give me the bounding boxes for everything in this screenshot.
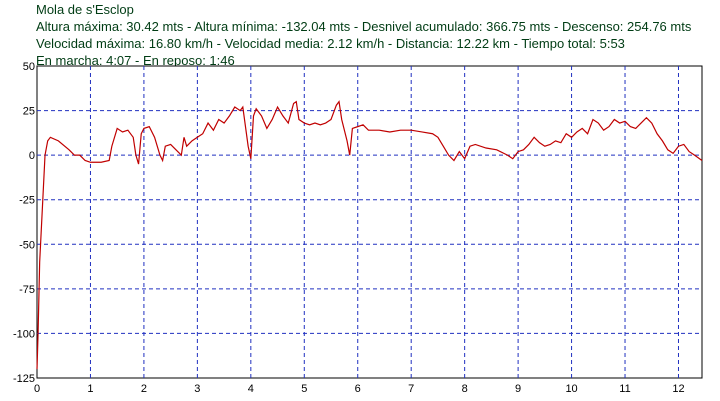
stats-line: Velocidad máxima: 16.80 km/h - Velocidad… xyxy=(36,36,625,51)
y-tick-label: -75 xyxy=(19,284,35,296)
stats-line: En marcha: 4:07 - En reposo: 1:46 xyxy=(36,53,235,68)
elevation-line xyxy=(36,100,703,370)
x-tick-label: 5 xyxy=(301,383,307,395)
y-tick-label: -25 xyxy=(19,195,35,207)
plot-area xyxy=(36,65,703,379)
y-tick-label: 50 xyxy=(23,61,35,73)
x-tick-label: 10 xyxy=(565,383,577,395)
x-tick-label: 11 xyxy=(619,383,630,395)
x-tick-label: 4 xyxy=(248,383,254,395)
x-tick-label: 1 xyxy=(87,383,93,395)
x-tick-label: 2 xyxy=(141,383,147,395)
y-tick-label: -50 xyxy=(19,239,35,251)
x-tick-label: 6 xyxy=(355,383,361,395)
y-tick-label: -100 xyxy=(13,328,35,340)
y-tick-label: 25 xyxy=(23,106,35,118)
x-tick-label: 3 xyxy=(194,383,200,395)
stats-line: Altura máxima: 30.42 mts - Altura mínima… xyxy=(36,19,692,34)
x-tick-label: 7 xyxy=(408,383,414,395)
x-tick-label: 0 xyxy=(34,383,40,395)
x-tick-label: 9 xyxy=(515,383,521,395)
x-tick-label: 12 xyxy=(672,383,684,395)
x-tick-label: 8 xyxy=(462,383,468,395)
y-tick-label: -125 xyxy=(13,373,35,385)
y-tick-label: 0 xyxy=(29,150,35,162)
chart-title: Mola de s'Esclop xyxy=(36,2,134,17)
